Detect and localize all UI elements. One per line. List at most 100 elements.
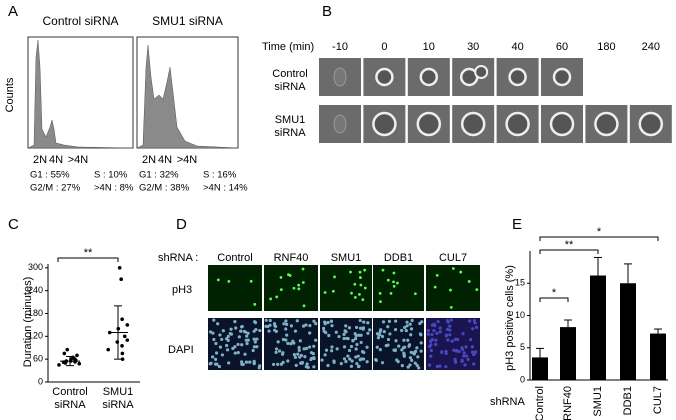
nucleus — [240, 324, 244, 329]
nucleus — [311, 351, 315, 356]
nucleus — [312, 365, 316, 369]
nucleus — [409, 333, 413, 337]
data-point — [106, 347, 110, 352]
nucleus — [332, 360, 336, 364]
nucleus — [392, 348, 396, 352]
nucleus — [360, 350, 365, 354]
column-label: Control — [217, 252, 252, 264]
nucleus — [292, 353, 296, 357]
nucleus — [284, 327, 288, 331]
nucleus — [233, 345, 237, 349]
stained-cell — [249, 279, 253, 283]
nucleus — [474, 350, 478, 354]
nucleus — [356, 354, 360, 358]
nucleus — [356, 364, 361, 369]
nucleus — [244, 360, 249, 364]
nucleus — [330, 324, 334, 328]
column-label: DDB1 — [384, 252, 413, 264]
nucleus — [225, 348, 230, 352]
nucleus — [308, 345, 312, 349]
cell — [333, 114, 347, 134]
stained-cell — [449, 305, 453, 309]
stained-cell — [392, 284, 396, 288]
nucleus — [299, 353, 304, 358]
nucleus — [208, 330, 213, 334]
cell — [372, 111, 397, 137]
nucleus — [326, 363, 330, 368]
nucleus — [244, 338, 248, 342]
data-point — [120, 344, 124, 348]
nucleus — [471, 327, 475, 331]
data-point — [57, 363, 61, 367]
nucleus — [446, 320, 450, 324]
microscopy-image — [264, 265, 318, 311]
cell — [594, 111, 619, 137]
time-label: 240 — [642, 41, 660, 53]
nucleus — [430, 323, 434, 327]
nucleus — [394, 319, 398, 323]
nucleus — [463, 363, 467, 367]
nucleus — [293, 329, 298, 333]
nucleus — [446, 338, 450, 342]
nucleus — [226, 334, 230, 339]
nucleus — [453, 359, 457, 363]
cell-cycle-stat: >4N : 14% — [203, 183, 248, 194]
nucleus — [323, 322, 327, 326]
nucleus — [236, 342, 240, 347]
nucleus — [426, 332, 430, 336]
nucleus — [410, 318, 414, 323]
panel-label: C — [8, 216, 19, 233]
nucleus — [344, 324, 348, 328]
nucleus — [440, 350, 444, 354]
nucleus — [453, 337, 457, 342]
nucleus — [285, 333, 289, 337]
cell — [505, 111, 530, 137]
nucleus — [434, 342, 438, 347]
nucleus — [368, 328, 372, 332]
nucleus — [381, 320, 386, 324]
stained-cell — [363, 268, 367, 272]
stained-cell — [386, 278, 390, 282]
column-label: SMU1 — [331, 252, 362, 264]
nucleus — [409, 350, 413, 355]
nucleus — [428, 344, 432, 349]
nucleus — [298, 339, 302, 343]
ploidy-label: 2N — [142, 154, 156, 166]
data-point — [117, 266, 122, 270]
nucleus — [394, 339, 398, 343]
stained-cell — [297, 287, 301, 291]
nucleus — [386, 337, 391, 342]
nucleus — [444, 365, 448, 369]
nucleus — [448, 324, 452, 328]
stained-cell — [413, 292, 417, 296]
nucleus — [376, 336, 381, 340]
nucleus — [251, 348, 255, 353]
ploidy-label: >4N — [68, 154, 89, 166]
cell-cycle-stat: G2/M : 27% — [30, 183, 81, 194]
cell — [419, 67, 439, 87]
nucleus — [282, 322, 286, 326]
axis-label: shRNA — [490, 396, 526, 408]
nucleus — [308, 323, 312, 328]
nucleus — [314, 338, 318, 342]
nucleus — [464, 345, 468, 349]
nucleus — [342, 332, 346, 336]
nucleus — [433, 324, 437, 328]
y-tick-label: 300 — [28, 262, 43, 272]
nucleus — [272, 362, 276, 367]
nucleus — [405, 320, 409, 324]
nucleus — [409, 327, 414, 331]
nucleus — [359, 333, 363, 337]
data-point — [120, 357, 125, 361]
data-point — [125, 338, 130, 342]
stained-cell — [292, 286, 296, 290]
stained-cell — [358, 292, 361, 296]
data-point — [122, 334, 127, 339]
nucleus — [464, 354, 469, 358]
nucleus — [358, 358, 362, 362]
stained-cell — [467, 280, 471, 283]
x-tick-label: DDB1 — [622, 386, 634, 415]
nucleus — [386, 325, 390, 329]
significance: * — [597, 226, 602, 238]
